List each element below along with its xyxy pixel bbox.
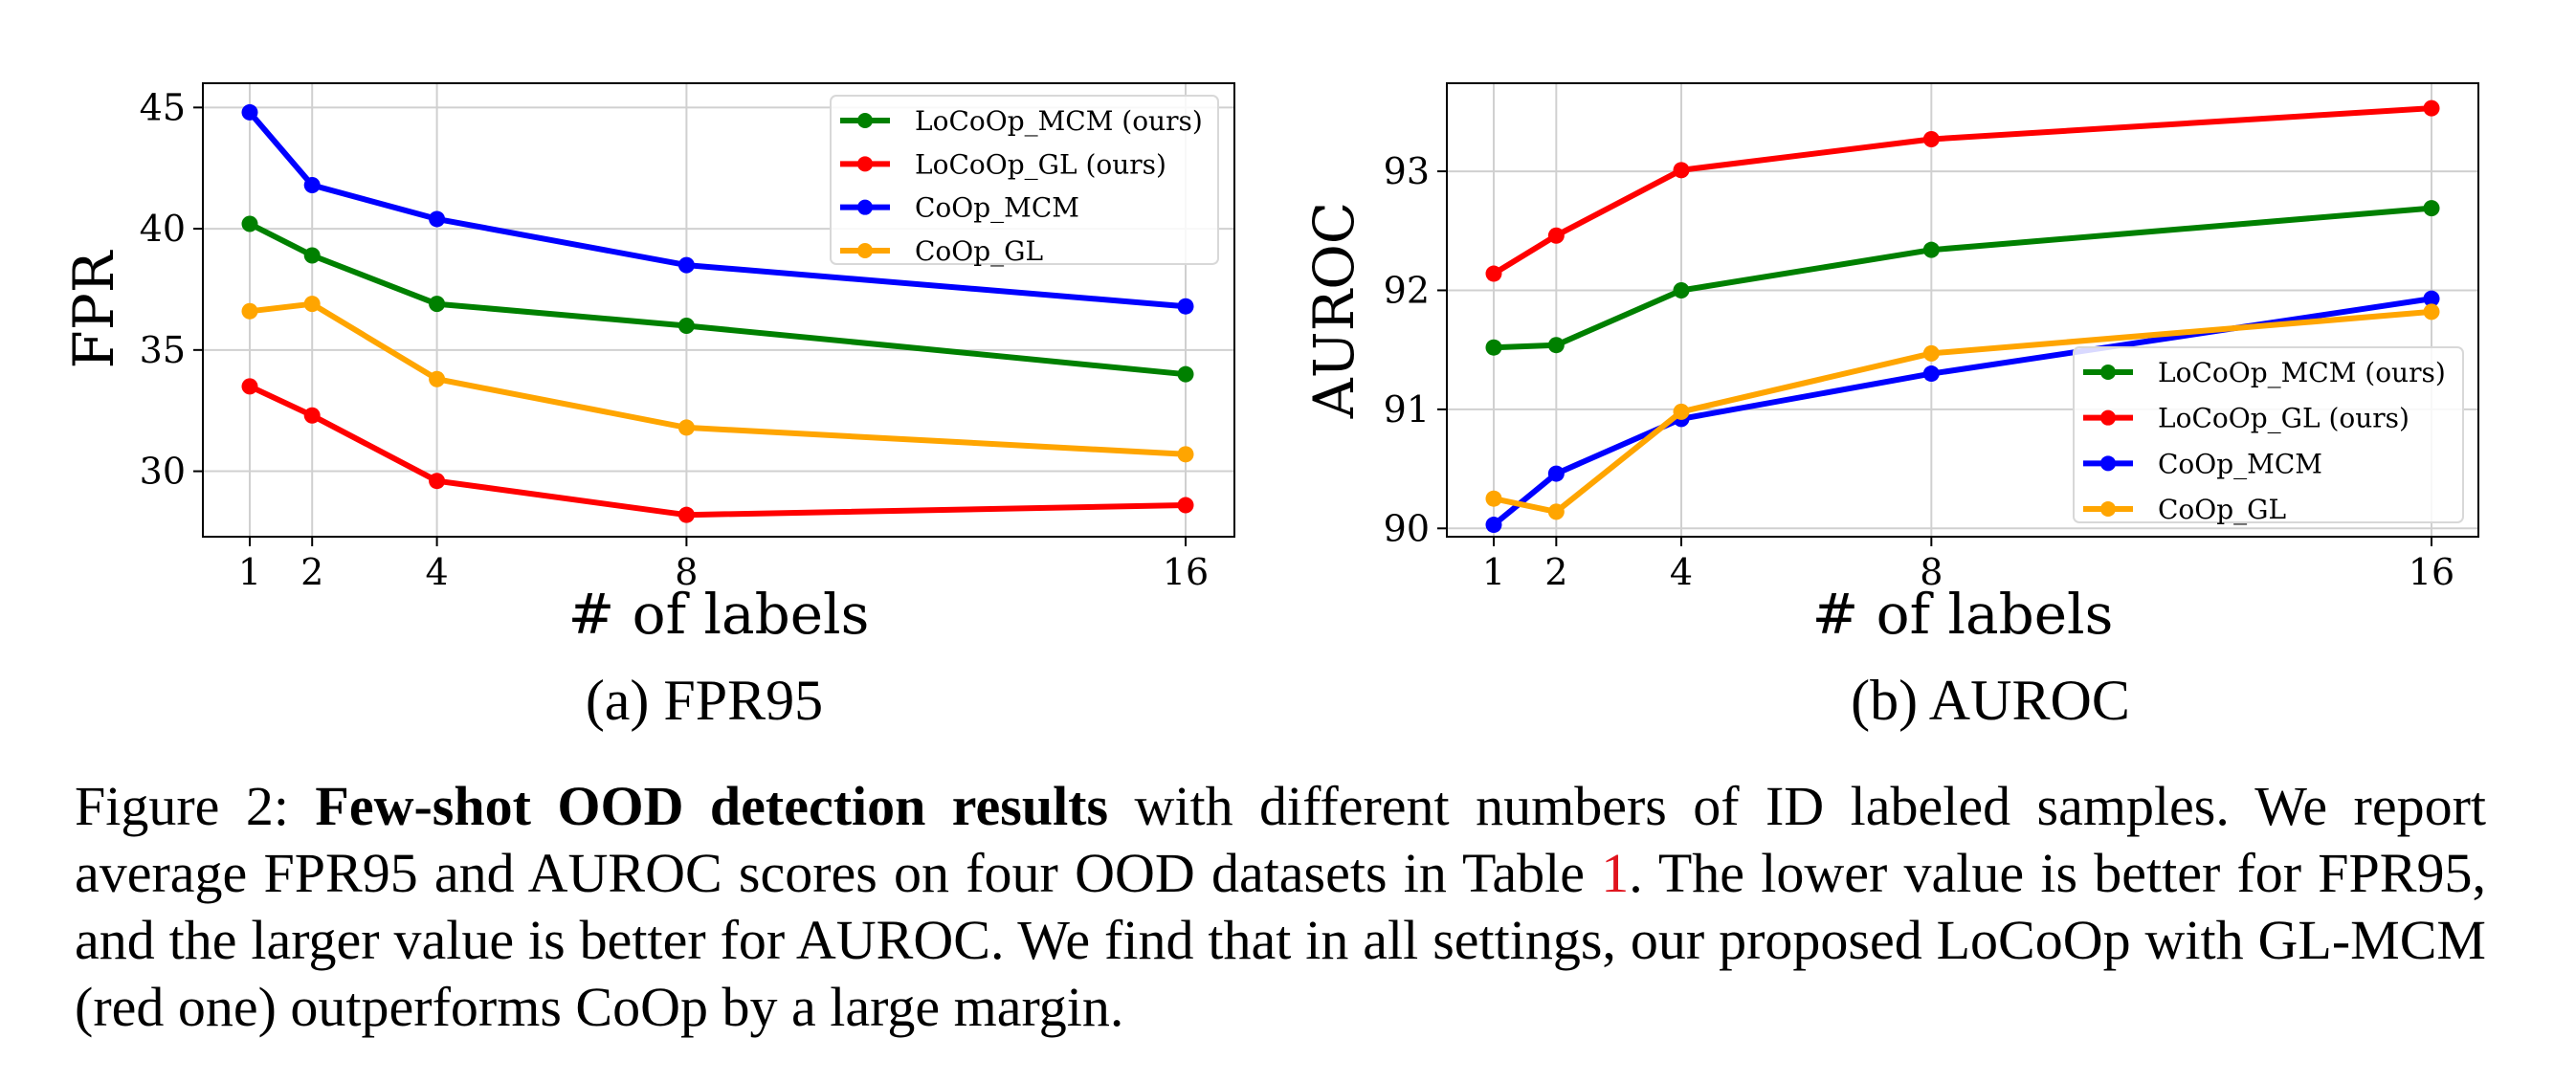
data-point xyxy=(1177,497,1194,514)
legend-marker xyxy=(857,243,873,258)
legend-marker xyxy=(2100,409,2116,426)
data-point xyxy=(1547,465,1565,482)
y-tick-label: 93 xyxy=(1384,150,1430,192)
x-tick-label: 16 xyxy=(2409,551,2454,593)
data-point xyxy=(2423,303,2440,320)
x-tick-label: 4 xyxy=(1670,551,1693,593)
data-point xyxy=(677,317,695,334)
data-point xyxy=(241,103,258,121)
data-point xyxy=(1485,265,1502,282)
x-tick-label: 2 xyxy=(1544,551,1567,593)
y-tick-label: 90 xyxy=(1384,507,1430,549)
legend-box xyxy=(2073,346,2464,523)
data-point xyxy=(1922,130,1940,147)
y-tick-label: 40 xyxy=(140,208,186,250)
x-axis-label: # of labels xyxy=(1812,582,2114,647)
x-tick-label: 16 xyxy=(1163,551,1209,593)
y-tick-label: 92 xyxy=(1384,269,1430,311)
legend-marker xyxy=(857,156,873,172)
legend-label: CoOp_MCM xyxy=(915,192,1079,224)
caption-text-2: . The lower value is better for FPR95, a… xyxy=(75,842,2486,1038)
legend-marker xyxy=(857,199,873,215)
legend-label: LoCoOp_MCM (ours) xyxy=(915,105,1203,137)
data-point xyxy=(677,419,695,436)
fpr95-chart: 1 2 4 8 16 30 35 40 45 # of labels FPR LoCoOp_MCM (… xyxy=(61,82,1235,732)
y-tick-label: 45 xyxy=(140,86,186,128)
subfigure-caption: (b) AUROC xyxy=(1851,669,2130,732)
data-point xyxy=(1177,446,1194,463)
data-point xyxy=(1673,403,1690,420)
data-point xyxy=(1922,344,1940,362)
x-tick-label: 1 xyxy=(238,551,261,593)
data-point xyxy=(429,370,446,387)
legend-label: LoCoOp_MCM (ours) xyxy=(2158,357,2446,388)
x-tick-label: 1 xyxy=(1482,551,1505,593)
caption-prefix: Figure 2: xyxy=(75,775,316,837)
data-point xyxy=(1485,490,1502,507)
x-tick-label: 8 xyxy=(675,551,698,593)
data-point xyxy=(2423,99,2440,117)
data-point xyxy=(1547,337,1565,354)
data-point xyxy=(2423,200,2440,217)
data-point xyxy=(1177,365,1194,383)
legend-marker xyxy=(2100,501,2116,517)
data-point xyxy=(1922,241,1940,258)
plot-frame xyxy=(1446,82,2479,538)
data-point xyxy=(241,302,258,320)
subfigure-caption: (a) FPR95 xyxy=(586,669,823,732)
data-point xyxy=(303,407,321,424)
legend-marker xyxy=(2100,455,2116,472)
data-point xyxy=(677,506,695,523)
legend-label: CoOp_MCM xyxy=(2158,448,2322,479)
data-point xyxy=(1673,281,1690,298)
data-point xyxy=(1485,517,1502,534)
table-reference-link[interactable]: 1 xyxy=(1601,842,1630,904)
data-point xyxy=(303,247,321,264)
legend-label: LoCoOp_GL (ours) xyxy=(2158,403,2409,434)
y-tick-label: 30 xyxy=(140,451,186,493)
data-point xyxy=(429,296,446,313)
y-axis-label: FPR xyxy=(61,249,126,368)
y-axis-label: AUROC xyxy=(1301,202,1366,419)
caption-text-1: with different numbers of ID labeled sam… xyxy=(75,775,2487,904)
data-point xyxy=(303,176,321,193)
x-axis-label: # of labels xyxy=(568,582,870,647)
data-point xyxy=(1922,365,1940,383)
data-point xyxy=(303,296,321,313)
data-point xyxy=(1177,298,1194,315)
plot-frame xyxy=(202,82,1235,538)
x-tick-label: 4 xyxy=(426,551,449,593)
legend-label: CoOp_GL xyxy=(2158,494,2286,525)
data-point xyxy=(429,210,446,228)
legend-marker xyxy=(2100,365,2116,380)
data-point xyxy=(1547,503,1565,520)
legend-box xyxy=(830,95,1219,265)
data-point xyxy=(2423,290,2440,307)
figure-caption: Figure 2: Few-shot OOD detection results… xyxy=(75,773,2486,1041)
caption-bold: Few-shot OOD detection results xyxy=(315,775,1109,837)
series-line-0 xyxy=(1493,205,2432,351)
legend-label: LoCoOp_GL (ours) xyxy=(915,148,1166,180)
data-point xyxy=(241,378,258,395)
auroc-chart: 1 2 4 8 16 90 91 92 93 # of labels AUROC LoCoOp_MCM… xyxy=(1301,82,2479,732)
legend-marker xyxy=(857,113,873,128)
x-tick-label: 2 xyxy=(300,551,323,593)
data-point xyxy=(677,256,695,274)
data-point xyxy=(1485,339,1502,356)
y-tick-label: 35 xyxy=(140,329,186,371)
y-tick-label: 91 xyxy=(1384,388,1430,431)
series-line-1 xyxy=(248,384,1187,519)
data-point xyxy=(1673,162,1690,179)
data-point xyxy=(429,473,446,490)
legend-label: CoOp_GL xyxy=(915,235,1043,267)
data-point xyxy=(1547,227,1565,244)
data-point xyxy=(241,215,258,232)
x-tick-label: 8 xyxy=(1920,551,1943,593)
